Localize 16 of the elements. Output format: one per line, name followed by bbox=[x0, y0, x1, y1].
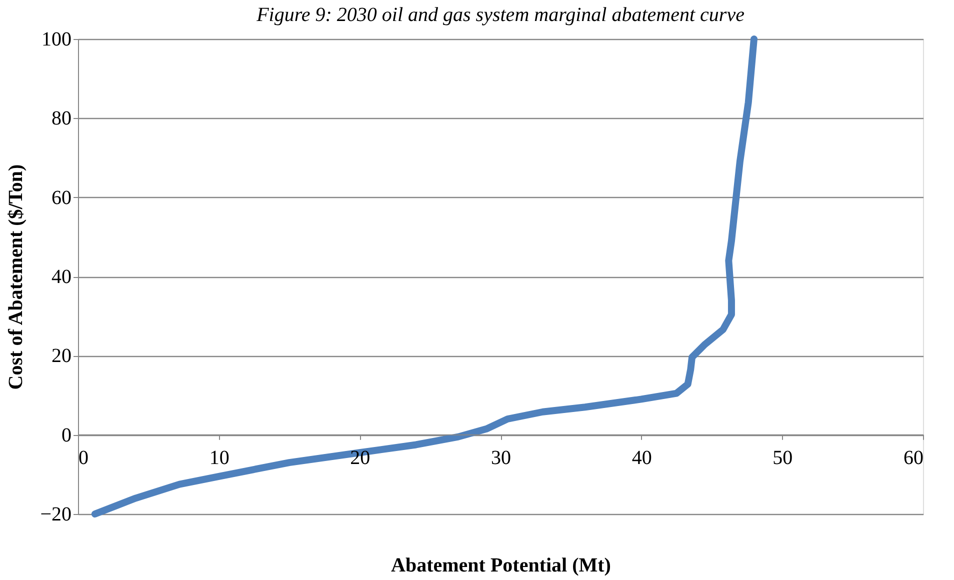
y-axis-title: Cost of Abatement ($/Ton) bbox=[5, 164, 28, 390]
y-tick-label: 60 bbox=[52, 186, 72, 209]
x-tick-label: 30 bbox=[491, 446, 511, 469]
chart-title: Figure 9: 2030 oil and gas system marginal abatement curve bbox=[256, 4, 745, 26]
y-tick-label: 20 bbox=[52, 345, 72, 368]
y-tick-label: 80 bbox=[52, 108, 72, 130]
y-tick-label: 0 bbox=[62, 424, 72, 446]
x-tick-label: 60 bbox=[904, 446, 924, 469]
y-tick-label: 100 bbox=[42, 28, 72, 50]
x-tick-label: 50 bbox=[772, 446, 793, 469]
y-tick-label: 40 bbox=[52, 266, 72, 288]
x-axis-title: Abatement Potential (Mt) bbox=[391, 554, 611, 576]
y-tick-label: −20 bbox=[40, 504, 72, 526]
x-tick-label: 0 bbox=[78, 446, 88, 469]
x-tick-label: 10 bbox=[209, 446, 230, 469]
x-tick-label: 40 bbox=[632, 446, 652, 469]
